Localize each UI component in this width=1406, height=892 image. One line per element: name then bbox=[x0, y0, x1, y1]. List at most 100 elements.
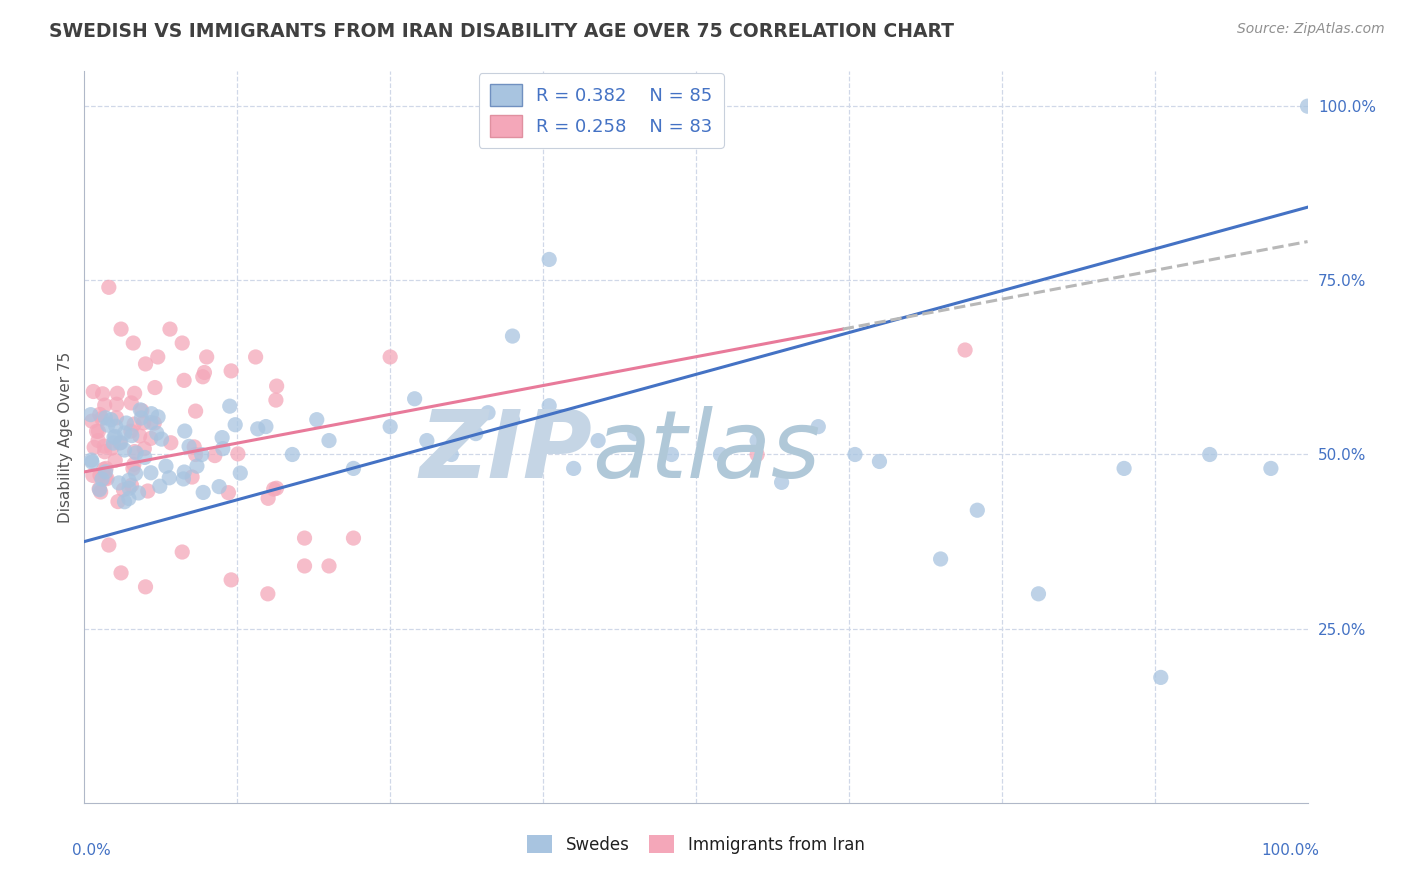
Point bbox=[96, 472, 118, 486]
Point bbox=[211, 431, 233, 445]
Point bbox=[86, 424, 108, 438]
Point bbox=[134, 450, 156, 465]
Point bbox=[94, 461, 117, 475]
Point bbox=[91, 386, 114, 401]
Point bbox=[294, 531, 316, 545]
Point bbox=[538, 399, 561, 413]
Point bbox=[110, 566, 132, 580]
Point bbox=[118, 481, 141, 495]
Point bbox=[118, 491, 141, 506]
Point bbox=[219, 364, 242, 378]
Point bbox=[172, 545, 194, 559]
Point bbox=[104, 419, 127, 434]
Point bbox=[125, 446, 148, 460]
Point bbox=[770, 475, 793, 490]
Point bbox=[181, 470, 204, 484]
Point bbox=[149, 479, 172, 493]
Point bbox=[173, 424, 195, 438]
Point bbox=[464, 426, 486, 441]
Point bbox=[219, 573, 242, 587]
Point bbox=[150, 432, 173, 446]
Point bbox=[93, 462, 115, 476]
Point bbox=[318, 434, 340, 448]
Point bbox=[177, 439, 200, 453]
Point bbox=[195, 350, 218, 364]
Point bbox=[118, 473, 141, 487]
Point bbox=[146, 350, 169, 364]
Point bbox=[159, 322, 181, 336]
Point bbox=[257, 587, 280, 601]
Point bbox=[1150, 670, 1173, 684]
Point bbox=[929, 552, 952, 566]
Point bbox=[91, 472, 114, 486]
Point bbox=[90, 411, 112, 425]
Point bbox=[104, 453, 127, 467]
Point bbox=[342, 531, 364, 545]
Legend: Swedes, Immigrants from Iran: Swedes, Immigrants from Iran bbox=[520, 829, 872, 860]
Point bbox=[294, 558, 316, 573]
Point bbox=[124, 386, 146, 401]
Point bbox=[114, 425, 136, 440]
Point bbox=[143, 416, 166, 430]
Point bbox=[89, 482, 111, 496]
Point bbox=[79, 408, 101, 422]
Point bbox=[183, 440, 205, 454]
Point bbox=[112, 483, 135, 497]
Point bbox=[586, 434, 609, 448]
Point bbox=[120, 424, 142, 438]
Point bbox=[709, 448, 731, 462]
Point bbox=[318, 558, 340, 573]
Point bbox=[502, 412, 524, 426]
Text: 100.0%: 100.0% bbox=[1261, 843, 1320, 858]
Point bbox=[108, 475, 131, 490]
Point bbox=[1114, 461, 1136, 475]
Point bbox=[477, 406, 499, 420]
Point bbox=[122, 461, 145, 475]
Point bbox=[80, 414, 103, 428]
Point bbox=[208, 480, 231, 494]
Point bbox=[217, 485, 239, 500]
Point bbox=[257, 491, 280, 506]
Point bbox=[172, 472, 194, 486]
Point bbox=[264, 393, 287, 408]
Point bbox=[100, 441, 122, 455]
Point bbox=[134, 442, 156, 456]
Point bbox=[1260, 461, 1282, 475]
Point bbox=[93, 398, 115, 412]
Point bbox=[139, 416, 162, 430]
Point bbox=[90, 485, 112, 500]
Point bbox=[157, 471, 180, 485]
Point bbox=[305, 412, 328, 426]
Point bbox=[146, 409, 169, 424]
Point bbox=[129, 402, 152, 417]
Point bbox=[83, 441, 105, 455]
Point bbox=[135, 580, 157, 594]
Point bbox=[1198, 448, 1220, 462]
Point bbox=[844, 448, 866, 462]
Point bbox=[266, 481, 288, 495]
Point bbox=[173, 465, 195, 479]
Point bbox=[953, 343, 976, 357]
Point bbox=[103, 436, 125, 450]
Point bbox=[94, 410, 117, 425]
Point bbox=[146, 426, 169, 441]
Point bbox=[172, 336, 194, 351]
Point bbox=[122, 417, 145, 431]
Point bbox=[226, 447, 249, 461]
Point bbox=[211, 442, 233, 456]
Point bbox=[94, 465, 117, 479]
Point bbox=[131, 403, 153, 417]
Point bbox=[966, 503, 988, 517]
Point bbox=[110, 435, 132, 450]
Point bbox=[131, 411, 153, 425]
Point bbox=[87, 434, 110, 448]
Text: SWEDISH VS IMMIGRANTS FROM IRAN DISABILITY AGE OVER 75 CORRELATION CHART: SWEDISH VS IMMIGRANTS FROM IRAN DISABILI… bbox=[49, 22, 955, 41]
Point bbox=[87, 425, 110, 439]
Point bbox=[107, 494, 129, 508]
Text: ZIP: ZIP bbox=[419, 406, 592, 498]
Point bbox=[114, 442, 136, 457]
Point bbox=[416, 434, 439, 448]
Point bbox=[105, 410, 128, 425]
Point bbox=[135, 357, 157, 371]
Point bbox=[114, 494, 136, 508]
